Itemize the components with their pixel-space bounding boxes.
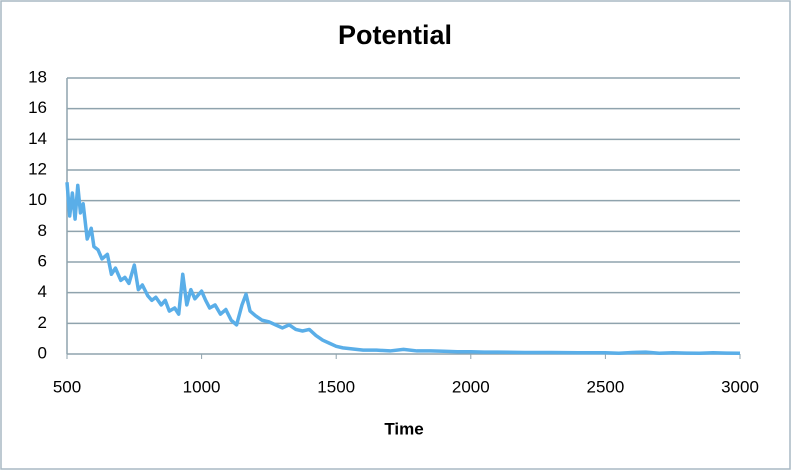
- y-tick-label: 14: [28, 129, 47, 148]
- y-tick-label: 18: [28, 67, 47, 86]
- x-tick-label: 1500: [317, 377, 355, 396]
- y-tick-label: 12: [28, 159, 47, 178]
- x-axis-label: Time: [384, 419, 423, 438]
- y-tick-label: 2: [38, 313, 47, 332]
- x-tick-label: 3000: [721, 377, 759, 396]
- x-tick-label: 1000: [183, 377, 221, 396]
- data-line: [65, 182, 741, 355]
- chart-title: Potential: [338, 20, 452, 50]
- x-tick-label: 500: [53, 377, 81, 396]
- y-tick-label: 4: [38, 282, 47, 301]
- x-tick-label: 2000: [452, 377, 490, 396]
- y-tick-label: 0: [38, 343, 47, 362]
- x-tick-label: 2500: [586, 377, 624, 396]
- y-tick-label: 16: [28, 98, 47, 117]
- y-tick-label: 8: [38, 221, 47, 240]
- y-tick-label: 6: [38, 251, 47, 270]
- y-tick-label: 10: [28, 190, 47, 209]
